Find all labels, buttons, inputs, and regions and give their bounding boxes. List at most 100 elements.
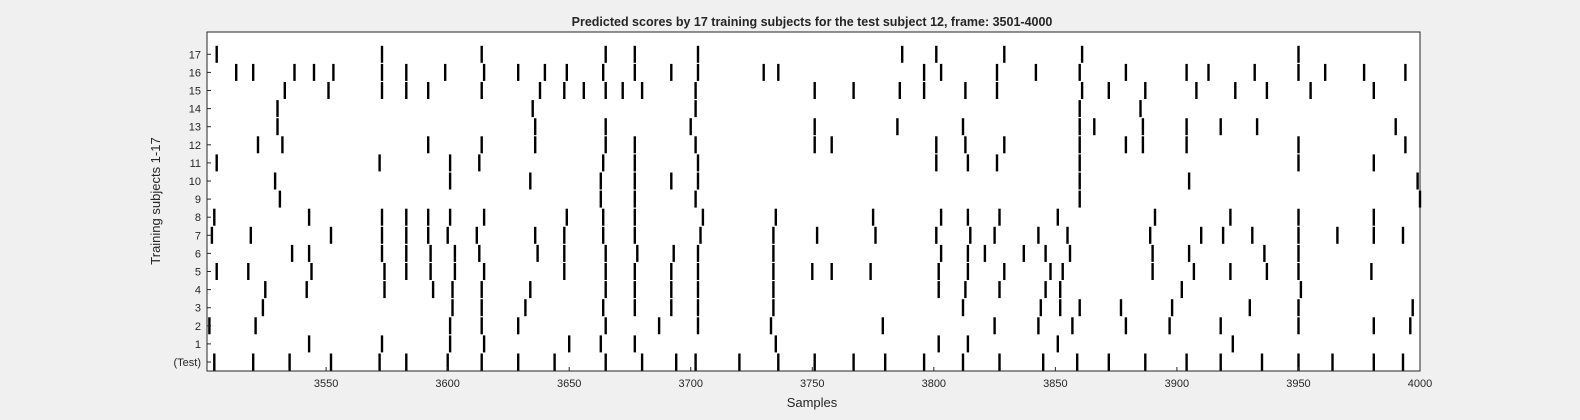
y-tick-label: 7 [195, 230, 201, 242]
event-mark [1372, 226, 1375, 244]
y-tick-label: 17 [189, 49, 201, 61]
event-mark [939, 63, 943, 81]
event-mark [995, 63, 999, 81]
event-mark [777, 63, 780, 81]
event-mark [935, 154, 938, 172]
event-mark [772, 244, 775, 262]
event-mark [478, 154, 481, 172]
event-mark [633, 45, 636, 63]
event-mark [453, 244, 457, 262]
event-mark [1078, 63, 1081, 81]
event-mark [762, 63, 765, 81]
event-mark [451, 299, 454, 317]
event-mark [215, 45, 218, 63]
event-mark [939, 208, 943, 226]
event-mark [235, 63, 238, 81]
event-mark [405, 82, 408, 99]
event-mark [563, 82, 566, 99]
event-mark [453, 263, 457, 280]
event-mark [332, 63, 335, 81]
event-mark [264, 281, 267, 299]
event-marks [208, 45, 1422, 371]
event-mark [1022, 244, 1025, 262]
event-mark [602, 63, 605, 81]
event-mark [1297, 154, 1300, 172]
event-mark [1229, 263, 1232, 280]
event-mark [1185, 136, 1188, 154]
event-mark [1003, 136, 1006, 154]
event-mark [1200, 226, 1203, 244]
event-mark [1076, 353, 1079, 371]
event-mark [1037, 317, 1040, 335]
event-mark [1192, 263, 1196, 280]
event-mark [1372, 154, 1375, 172]
x-tick-label: 3850 [1043, 378, 1067, 390]
event-mark [937, 263, 940, 280]
event-mark [1409, 317, 1412, 335]
x-tick-label: 3900 [1165, 378, 1189, 390]
event-mark [1297, 317, 1300, 335]
event-mark [427, 82, 430, 99]
event-mark [1219, 317, 1222, 335]
event-mark [1071, 317, 1074, 335]
event-mark [599, 190, 602, 208]
event-mark [633, 63, 636, 81]
x-tick-label: 4000 [1408, 378, 1432, 390]
x-tick-label: 3800 [922, 378, 946, 390]
event-mark [621, 82, 624, 99]
event-mark [871, 208, 875, 226]
event-mark [922, 63, 926, 81]
event-mark [565, 63, 568, 81]
event-mark [701, 208, 705, 226]
event-mark [1151, 263, 1154, 280]
event-mark [553, 353, 556, 371]
event-mark [1078, 154, 1081, 172]
event-mark [517, 317, 520, 335]
event-mark [772, 226, 775, 244]
event-mark [813, 82, 816, 99]
event-mark [252, 353, 255, 371]
event-mark [278, 190, 282, 208]
event-mark [1418, 190, 1422, 208]
event-mark [307, 208, 311, 226]
event-mark [602, 299, 605, 317]
event-mark [478, 244, 481, 262]
event-mark [1124, 136, 1128, 154]
x-axis-ticks: 3550 3600 3650 3700 3750 3800 3850 3900 3950 4000 [314, 367, 1432, 390]
event-mark [604, 244, 607, 262]
event-mark [1185, 63, 1188, 81]
event-mark [964, 136, 967, 154]
event-mark [310, 263, 313, 280]
event-mark [1003, 45, 1006, 63]
event-mark [305, 281, 308, 299]
event-mark [543, 63, 547, 81]
event-mark [383, 281, 386, 299]
event-mark [636, 244, 639, 262]
event-mark [995, 154, 999, 172]
event-mark [1144, 82, 1147, 99]
event-mark [329, 353, 333, 371]
x-axis-label: Samples [787, 395, 838, 410]
event-mark [283, 82, 286, 99]
event-mark [1187, 172, 1191, 190]
event-mark [448, 335, 452, 353]
event-mark [633, 226, 636, 244]
event-mark [405, 63, 408, 81]
event-mark [922, 82, 926, 99]
event-mark [964, 82, 967, 99]
event-mark [482, 335, 486, 353]
event-mark [446, 226, 449, 244]
event-mark [380, 82, 384, 99]
event-mark [405, 263, 408, 280]
event-mark [517, 63, 520, 81]
event-mark [327, 82, 330, 99]
event-mark [813, 118, 816, 136]
event-mark [1404, 63, 1407, 81]
event-mark [1093, 118, 1096, 136]
event-mark [329, 226, 333, 244]
event-mark [1309, 82, 1312, 99]
y-tick-label: 4 [195, 285, 201, 297]
event-mark [427, 208, 430, 226]
event-mark [568, 335, 571, 353]
